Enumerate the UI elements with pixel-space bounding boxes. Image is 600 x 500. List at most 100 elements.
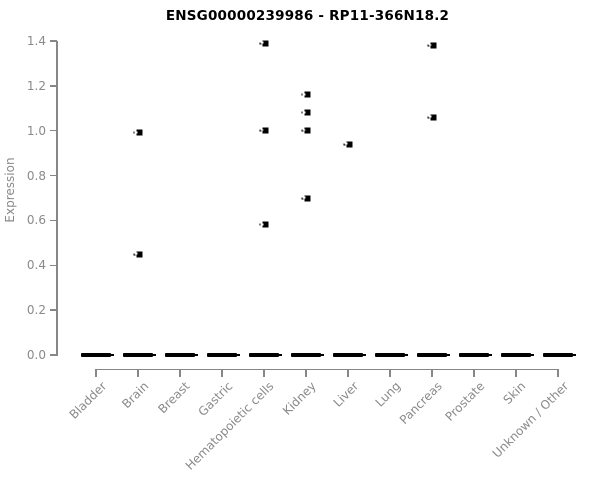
x-axis-tick bbox=[431, 368, 433, 377]
y-axis-tick bbox=[50, 264, 57, 267]
zero-expression-dash bbox=[207, 353, 240, 357]
x-axis-tick bbox=[347, 368, 349, 377]
data-point-marker bbox=[259, 127, 269, 134]
x-axis-tick bbox=[137, 368, 139, 377]
chart-title: ENSG00000239986 - RP11-366N18.2 bbox=[165, 8, 450, 24]
marker-box bbox=[346, 141, 353, 148]
marker-slit bbox=[260, 41, 264, 44]
x-tick-label-text: Lung bbox=[372, 379, 403, 410]
data-point-marker bbox=[259, 40, 269, 47]
y-tick-label: 0.0 bbox=[26, 348, 46, 362]
y-axis-tick bbox=[50, 354, 57, 356]
x-tick-label-text: Pancreas bbox=[396, 379, 445, 428]
x-axis-tick bbox=[473, 368, 475, 377]
x-tick-label-text: Brain bbox=[118, 379, 151, 412]
x-axis-tick bbox=[95, 368, 97, 377]
data-point-marker bbox=[427, 42, 437, 49]
data-point-marker bbox=[259, 221, 269, 228]
marker-slit bbox=[134, 131, 138, 134]
marker-slit bbox=[260, 223, 264, 226]
y-tick-label: 0.2 bbox=[26, 303, 46, 318]
marker-slit bbox=[428, 115, 432, 118]
marker-slit bbox=[302, 196, 306, 199]
zero-expression-dash bbox=[459, 353, 492, 357]
x-tick-label-text: Prostate bbox=[442, 379, 487, 424]
x-axis-tick bbox=[389, 368, 391, 377]
marker-slit bbox=[302, 93, 306, 96]
x-tick-label-text: Bladder bbox=[66, 379, 109, 422]
marker-box bbox=[136, 129, 143, 136]
marker-slit bbox=[344, 142, 348, 145]
zero-dash-nub bbox=[447, 354, 450, 356]
y-tick-label: 0.8 bbox=[26, 168, 46, 183]
y-axis-title: Expression bbox=[3, 157, 17, 223]
zero-dash-nub bbox=[363, 354, 366, 356]
zero-expression-dash bbox=[501, 353, 534, 357]
marker-box bbox=[430, 114, 437, 121]
zero-expression-dash bbox=[123, 353, 156, 357]
data-point-marker bbox=[301, 127, 311, 134]
y-axis-tick bbox=[50, 309, 57, 311]
zero-expression-dash bbox=[291, 353, 324, 357]
marker-slit bbox=[302, 129, 306, 131]
x-axis-tick bbox=[557, 368, 559, 377]
zero-dash-nub bbox=[279, 354, 282, 356]
x-axis-tick bbox=[305, 368, 307, 377]
x-axis-tick bbox=[221, 368, 223, 377]
marker-box bbox=[262, 40, 269, 47]
zero-dash-nub bbox=[489, 354, 492, 356]
data-point-marker bbox=[133, 129, 143, 136]
marker-box bbox=[304, 91, 311, 98]
x-tick-label-text: Skin bbox=[500, 379, 529, 407]
x-axis-line bbox=[95, 368, 559, 370]
data-point-marker bbox=[133, 251, 143, 258]
y-axis-line bbox=[56, 41, 58, 356]
zero-expression-dash bbox=[333, 353, 366, 357]
zero-dash-nub bbox=[321, 354, 324, 356]
zero-expression-dash bbox=[543, 353, 576, 357]
zero-expression-dash bbox=[165, 353, 198, 357]
zero-expression-dash bbox=[417, 353, 450, 357]
marker-slit bbox=[302, 111, 306, 114]
y-tick-label: 1.4 bbox=[26, 34, 46, 48]
zero-expression-dash bbox=[375, 353, 408, 357]
x-axis-tick bbox=[515, 368, 517, 377]
x-tick-label-text: Unknown / Other bbox=[489, 379, 571, 461]
marker-box bbox=[304, 109, 311, 116]
x-tick-label-text: Kidney bbox=[280, 379, 319, 418]
marker-slit bbox=[134, 252, 138, 255]
marker-box bbox=[262, 127, 269, 134]
marker-box bbox=[304, 127, 311, 134]
zero-dash-nub bbox=[237, 354, 240, 356]
data-point-marker bbox=[301, 195, 311, 202]
x-tick-label-text: Liver bbox=[330, 379, 361, 410]
zero-dash-nub bbox=[405, 354, 408, 356]
y-axis-tick bbox=[50, 40, 57, 42]
marker-box bbox=[136, 251, 143, 258]
marker-slit bbox=[260, 129, 264, 131]
y-tick-label: 0.6 bbox=[26, 213, 46, 228]
zero-dash-nub bbox=[573, 354, 576, 356]
marker-box bbox=[304, 195, 311, 201]
data-point-marker bbox=[343, 141, 353, 148]
y-axis-tick bbox=[50, 174, 57, 177]
marker-box bbox=[262, 221, 269, 228]
y-tick-label: 1.0 bbox=[26, 123, 46, 138]
zero-expression-dash bbox=[249, 353, 282, 357]
x-axis-tick bbox=[263, 368, 265, 377]
y-tick-label: 1.2 bbox=[26, 78, 46, 93]
zero-dash-nub bbox=[531, 354, 534, 356]
marker-slit bbox=[428, 44, 432, 46]
zero-dash-nub bbox=[111, 354, 114, 356]
y-tick-label: 0.4 bbox=[26, 258, 46, 273]
x-tick-label-text: Breast bbox=[155, 379, 193, 417]
zero-dash-nub bbox=[195, 354, 198, 356]
zero-dash-nub bbox=[153, 354, 156, 356]
data-point-marker bbox=[301, 91, 311, 98]
marker-box bbox=[430, 42, 437, 49]
x-tick-label-text: Gastric bbox=[194, 379, 235, 419]
data-point-marker bbox=[301, 109, 311, 116]
y-axis-tick bbox=[50, 219, 57, 222]
y-axis-tick bbox=[50, 129, 57, 132]
